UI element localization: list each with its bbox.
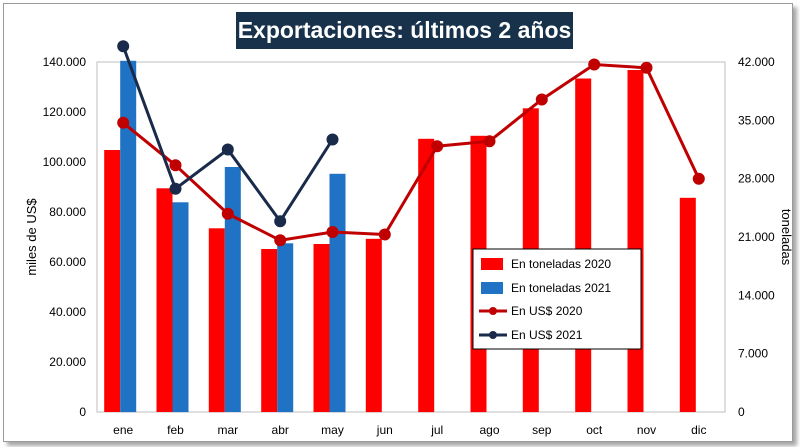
bar-en-toneladas-2021-may	[329, 173, 346, 413]
x-tick-label-abr: abr	[272, 423, 289, 437]
x-tick-label-mar: mar	[217, 423, 238, 437]
legend-label-line-2021: En US$ 2021	[511, 328, 583, 342]
y-axis-title: miles de US$	[24, 198, 39, 276]
point-en-us-2020-jun	[378, 228, 391, 241]
point-en-us-2020-nov	[640, 61, 653, 74]
bar-en-toneladas-2020-mar	[208, 228, 225, 413]
bar-en-toneladas-2020-oct	[575, 78, 592, 412]
bar-en-toneladas-2020-nov	[627, 70, 644, 412]
bar-en-toneladas-2020-jul	[418, 138, 435, 413]
chart-title: Exportaciones: últimos 2 años	[236, 12, 573, 49]
legend-swatch-bar-2021	[481, 282, 503, 294]
point-en-us-2020-oct	[588, 58, 601, 71]
x-tick-label-nov: nov	[637, 423, 656, 437]
y2-tick-label: 42.000	[738, 55, 775, 69]
point-en-us-2020-jul	[431, 140, 444, 153]
bar-en-toneladas-2021-feb	[172, 202, 189, 413]
point-en-us-2020-sep	[535, 93, 548, 106]
y-tick-label: 0	[79, 405, 86, 419]
x-tick-label-oct: oct	[586, 423, 603, 437]
point-en-us-2020-ago	[483, 135, 496, 148]
y-tick-label: 40.000	[49, 305, 86, 319]
bar-en-toneladas-2020-ene	[104, 150, 121, 412]
point-en-us-2021-feb	[169, 182, 182, 195]
point-en-us-2021-abr	[274, 215, 287, 228]
legend-marker-line-2020	[489, 307, 497, 315]
y-tick-label: 100.000	[43, 155, 87, 169]
legend: En toneladas 2020 En toneladas 2021 En U…	[472, 248, 642, 350]
bar-en-toneladas-2021-mar	[224, 167, 241, 412]
legend-swatch-bar-2020	[481, 258, 503, 270]
x-tick-label-jun: jun	[376, 423, 393, 437]
legend-label-bar-2021: En toneladas 2021	[511, 281, 611, 295]
x-tick-label-ene: ene	[113, 423, 133, 437]
y2-tick-label: 35.000	[738, 113, 775, 127]
plot-area	[96, 61, 726, 413]
legend-label-bar-2020: En toneladas 2020	[511, 257, 611, 271]
y-tick-label: 60.000	[49, 255, 86, 269]
bar-en-toneladas-2020-jun	[365, 238, 382, 413]
point-en-us-2020-dic	[692, 172, 705, 185]
y-tick-label: 80.000	[49, 205, 86, 219]
y-tick-label: 140.000	[43, 55, 87, 69]
point-en-us-2020-ene	[117, 116, 130, 129]
y2-tick-label: 14.000	[738, 288, 775, 302]
bar-en-toneladas-2021-abr	[277, 243, 294, 413]
y2-tick-label: 28.000	[738, 172, 775, 186]
point-en-us-2021-ene	[117, 40, 130, 53]
y2-axis-title: toneladas	[779, 209, 794, 266]
bar-en-toneladas-2020-feb	[156, 188, 173, 412]
bar-en-toneladas-2020-dic	[679, 197, 696, 412]
y2-tick-label: 0	[738, 405, 745, 419]
y-tick-label: 20.000	[49, 355, 86, 369]
y-tick-label: 120.000	[43, 105, 87, 119]
x-tick-label-sep: sep	[532, 423, 552, 437]
legend-label-line-2020: En US$ 2020	[511, 304, 583, 318]
line-en-us-2020	[122, 62, 701, 242]
point-en-us-2020-feb	[169, 159, 182, 172]
point-en-us-2020-mar	[221, 207, 234, 220]
x-tick-label-jul: jul	[430, 423, 443, 437]
point-en-us-2020-may	[326, 226, 339, 238]
bar-en-toneladas-2020-abr	[261, 249, 278, 412]
point-en-us-2021-may	[326, 133, 339, 146]
bar-en-toneladas-2021-ene	[120, 60, 137, 413]
y2-tick-label: 7.000	[738, 347, 768, 361]
x-tick-label-may: may	[321, 423, 344, 437]
x-tick-label-ago: ago	[479, 423, 499, 437]
legend-marker-line-2021	[489, 331, 497, 339]
bar-en-toneladas-2020-may	[313, 244, 330, 412]
point-en-us-2020-abr	[274, 234, 287, 247]
point-en-us-2021-mar	[221, 143, 234, 156]
x-tick-label-dic: dic	[691, 423, 706, 437]
y2-tick-label: 21.000	[738, 230, 775, 244]
x-tick-label-feb: feb	[167, 423, 184, 437]
